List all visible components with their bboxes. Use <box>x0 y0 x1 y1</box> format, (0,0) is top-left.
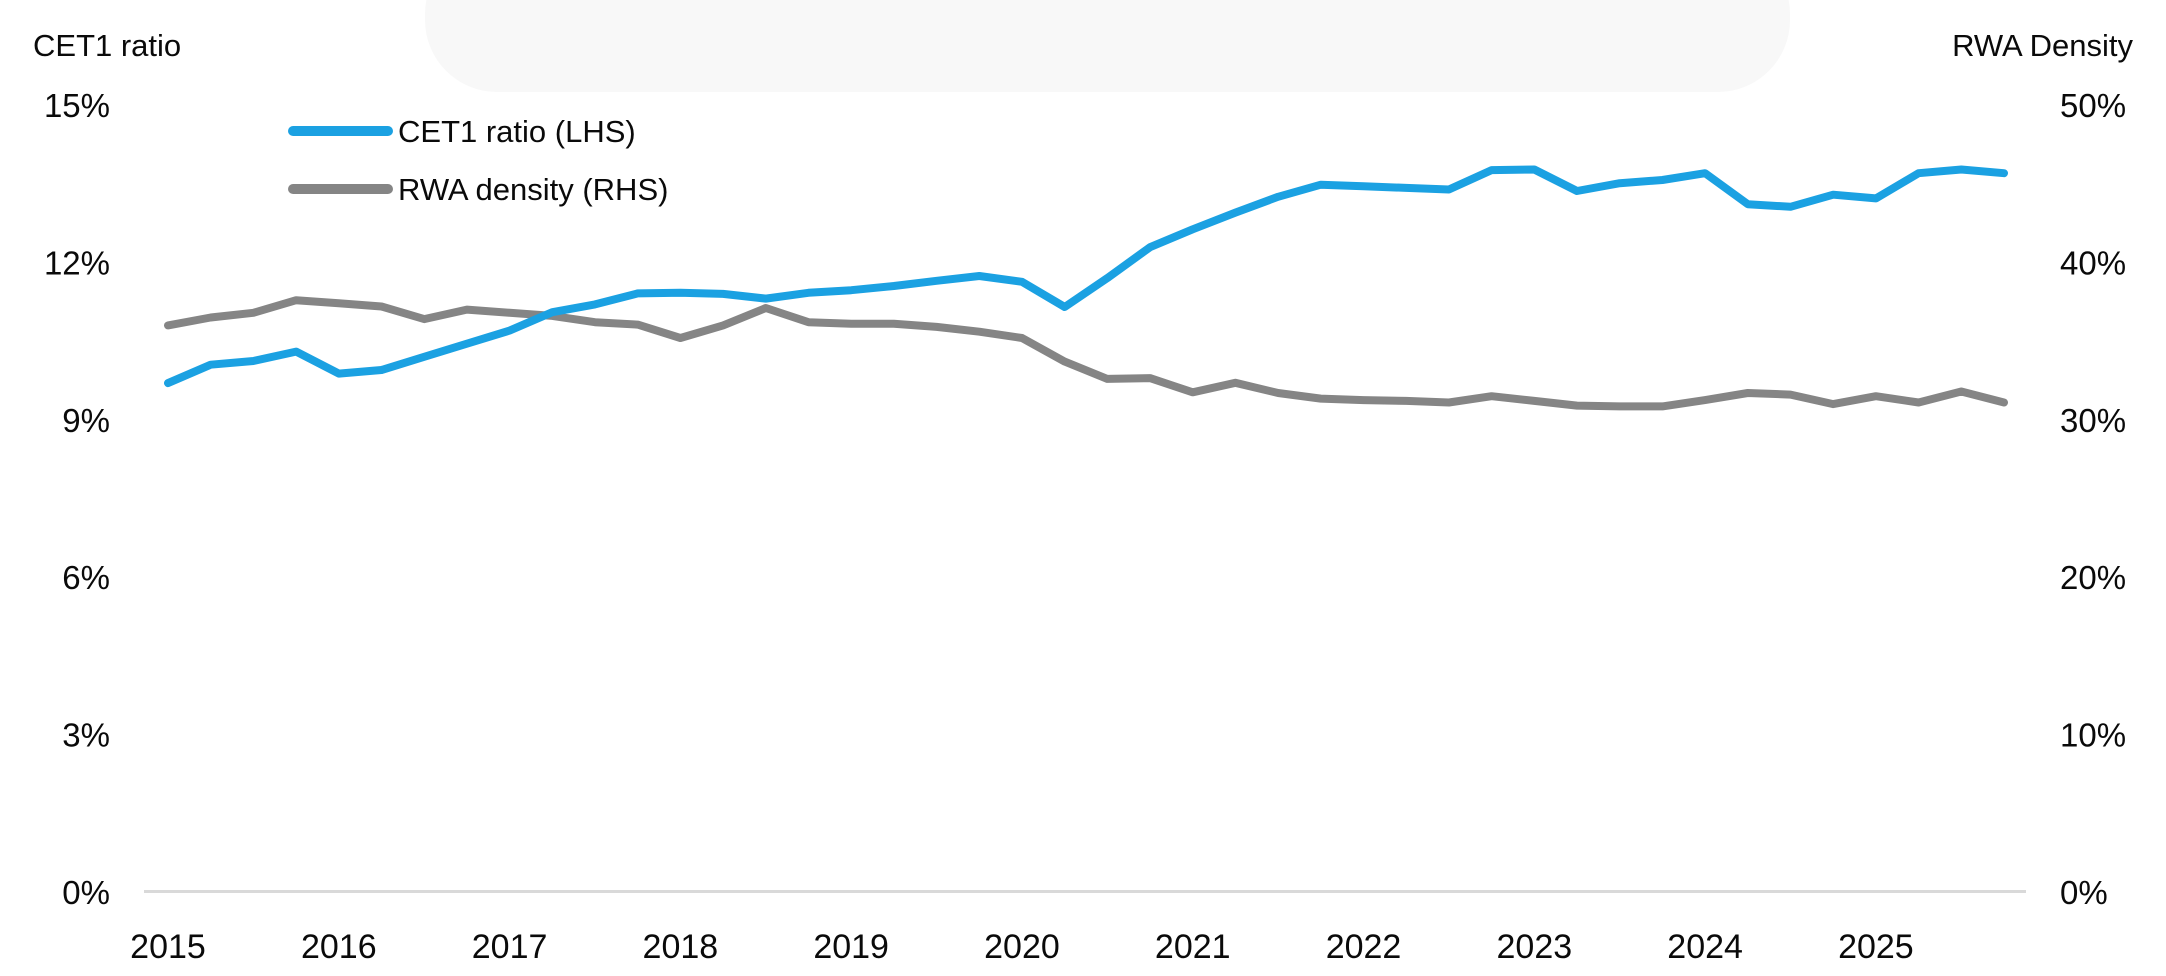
left-axis-tick-label: 3% <box>62 717 110 754</box>
rwa-density-line <box>164 296 2008 411</box>
right-axis-tick-label: 50% <box>2060 87 2126 124</box>
x-axis-year-label: 2021 <box>1155 928 1231 966</box>
left-axis-tick-label: 15% <box>44 87 110 124</box>
right-axis-tick-label: 40% <box>2060 244 2126 281</box>
left-axis-tick-label: 12% <box>44 244 110 281</box>
x-axis-year-label: 2025 <box>1838 928 1914 966</box>
legend-label-rwa: RWA density (RHS) <box>398 172 668 207</box>
right-axis-tick-label: 0% <box>2060 874 2108 911</box>
x-axis-labels: 2015 2016 2017 2018 2019 2020 2021 2022 2023 2024… <box>130 928 1914 966</box>
x-axis-year-label: 2020 <box>984 928 1060 966</box>
x-axis-year-label: 2017 <box>472 928 548 966</box>
x-axis-year-label: 2024 <box>1667 928 1743 966</box>
left-axis-tick-label: 6% <box>62 559 110 596</box>
legend-label-cet1: CET1 ratio (LHS) <box>398 114 636 149</box>
x-axis-year-label: 2018 <box>643 928 719 966</box>
x-axis-year-label: 2023 <box>1497 928 1573 966</box>
x-axis-year-label: 2022 <box>1326 928 1402 966</box>
left-axis-tick-label: 9% <box>62 402 110 439</box>
legend: CET1 ratio (LHS) RWA density (RHS) <box>288 114 668 207</box>
right-axis-tick-label: 20% <box>2060 559 2126 596</box>
left-axis-ticks: 0% 3% 6% 9% 12% 15% <box>44 87 110 911</box>
x-axis-year-label: 2019 <box>813 928 889 966</box>
left-axis-title: CET1 ratio <box>33 28 181 63</box>
left-axis-tick-label: 0% <box>62 874 110 911</box>
header-blob-artifact <box>425 0 1790 92</box>
x-axis-year-label: 2015 <box>130 928 206 966</box>
right-axis-title: RWA Density <box>1952 28 2133 63</box>
cet1-ratio-line <box>164 165 2008 388</box>
x-axis-year-label: 2016 <box>301 928 377 966</box>
right-axis-ticks: 0% 10% 20% 30% 40% 50% <box>2060 87 2126 911</box>
right-axis-tick-label: 10% <box>2060 717 2126 754</box>
right-axis-tick-label: 30% <box>2060 402 2126 439</box>
